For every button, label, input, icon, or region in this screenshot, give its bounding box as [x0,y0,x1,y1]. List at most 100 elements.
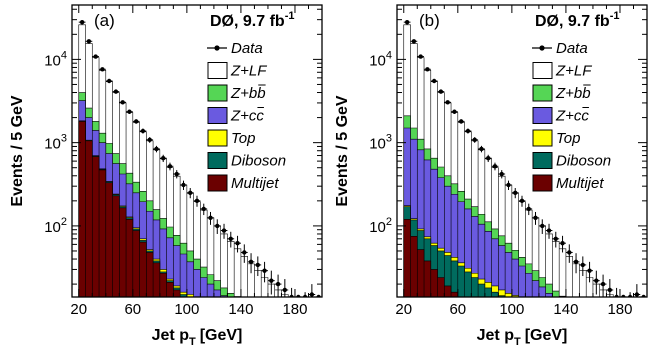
legend-marker-dot [539,45,545,51]
data-point [254,256,262,277]
legend-item: Z+cc [532,107,589,125]
legend-swatch [532,107,553,124]
data-point [146,137,154,143]
data-point [261,261,268,283]
stack-multijet [403,219,459,297]
legend-item: Z+bb [207,84,266,102]
x-tick-label: 20 [395,301,412,318]
data-point [166,162,174,171]
data-point [308,284,316,297]
data-point [105,78,113,84]
data-point [525,203,533,216]
data-point [213,219,221,234]
data-point [153,145,160,153]
data-point [240,244,248,263]
data-point [119,100,127,105]
legend-swatch [207,84,228,102]
x-tick-label: 100 [174,301,199,318]
legend-label: Z+cc [230,108,264,125]
legend-label: Top [231,130,255,147]
legend-swatch [207,174,228,192]
legend-label: Z+LF [555,63,592,80]
data-point [484,154,492,163]
data-point [301,292,309,297]
legend-swatch [207,107,228,124]
data-point [112,89,120,94]
data-point [592,270,600,295]
stack-layers [403,24,614,297]
y-tick-label: 102 [369,216,392,236]
legend-item: Z+cc [207,107,264,125]
legend: Data Z+LF Z+bb Z+cc Top Diboson Multijet [207,40,286,192]
data-point [85,39,93,44]
legend-swatch [532,152,553,169]
legend-item: Diboson [532,152,611,170]
data-point [579,256,587,277]
data-point [126,109,133,114]
data-point [471,137,479,143]
legend-item: Top [207,129,255,147]
data-point [417,54,425,59]
data-point [234,235,241,253]
data-point [247,253,255,274]
x-tick-label: 180 [607,301,632,318]
data-point [274,274,282,297]
legend-item: Z+LF [207,62,267,80]
legend-swatch [532,129,553,147]
data-point [552,231,560,248]
legend-label: Data [556,40,588,57]
x-tick-label: 140 [553,301,578,318]
data-point [518,195,526,207]
data-point [227,231,235,248]
data-point [586,261,593,283]
data-point [186,188,194,199]
data-point [424,67,431,72]
y-tick-label: 104 [44,49,67,69]
data-point [565,244,573,263]
panel-tag: (a) [94,11,115,30]
legend-label: Z+LF [230,63,267,80]
data-point [132,119,140,124]
data-point [403,19,411,25]
data-point [457,119,465,124]
x-axis: 20 60 100 140 180 [70,5,323,318]
data-point [559,235,566,253]
legend-label: Z+bb [230,85,266,102]
data-point [139,128,147,134]
data-point [538,219,546,234]
legend-item: Multijet [532,174,604,192]
panel-tag: (b) [419,11,440,30]
data-point [444,100,452,105]
data-point [437,89,445,94]
data-point [532,211,539,225]
data-point [478,145,485,153]
data-point [572,253,580,274]
data-point [207,211,214,225]
data-point [281,279,289,297]
y-tick-label: 103 [369,133,392,153]
data-point [633,284,641,297]
x-axis-label-sub: T [514,336,521,348]
data-point [464,128,472,134]
data-point [193,195,201,207]
data-point [606,279,614,297]
y-axis-label: Events / 5 GeV [9,95,26,206]
x-tick-label: 60 [124,301,141,318]
y-tick-label: 103 [44,133,67,153]
data-points [403,19,647,297]
x-tick-label: 20 [70,301,87,318]
data-point [220,223,228,239]
lumi-exponent: -1 [285,10,295,22]
data-point [78,19,86,25]
stack-multijet [78,121,181,297]
experiment-label: DØ, 9.7 fb-1 [535,10,619,30]
experiment-label: DØ, 9.7 fb-1 [210,10,294,30]
x-axis-label-sub: T [189,336,196,348]
legend-swatch [532,84,553,102]
y-tick-label: 104 [369,49,392,69]
stack-layers [78,24,289,297]
y-axis: 102 103 104 [369,8,647,285]
legend-label: Data [231,40,263,57]
data-point [92,54,100,59]
